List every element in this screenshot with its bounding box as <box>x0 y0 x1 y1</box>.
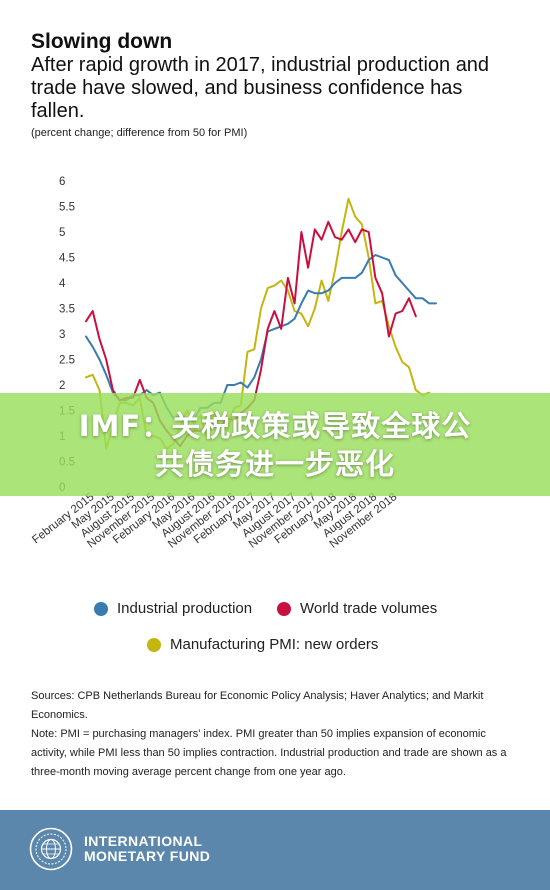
legend-item-manufacturing-pmi: Manufacturing PMI: new orders <box>147 636 378 653</box>
imf-seal-logo <box>29 827 73 871</box>
line-chart: 65.554.543.532.521.510.50February 2015Ma… <box>30 176 437 551</box>
imf-footer: INTERNATIONAL MONETARY FUND <box>0 810 550 890</box>
sources-block: Sources: CPB Netherlands Bureau for Econ… <box>31 687 516 782</box>
y-tick-label: 4.5 <box>59 253 75 265</box>
y-tick-label: 5.5 <box>59 202 75 214</box>
chart-subtitle: After rapid growth in 2017, industrial p… <box>31 54 490 122</box>
units-note: (percent change; difference from 50 for … <box>31 127 248 139</box>
headline-overlay-banner: IMF：关税政策或导致全球公 共债务进一步恶化 <box>0 393 550 496</box>
legend-swatch-world-trade-volumes <box>277 601 291 616</box>
legend-label: Manufacturing PMI: new orders <box>170 636 379 653</box>
note-text: Note: PMI = purchasing managers' index. … <box>31 728 507 778</box>
imf-wordmark: INTERNATIONAL MONETARY FUND <box>84 834 210 864</box>
legend-swatch-manufacturing-pmi <box>147 637 161 652</box>
imf-wordmark-line1: INTERNATIONAL <box>84 833 203 849</box>
legend-swatch-industrial-production <box>94 601 108 616</box>
y-tick-label: 6 <box>59 176 65 188</box>
overlay-headline-line2: 共债务进一步恶化 <box>154 446 395 481</box>
chart-title: Slowing down <box>31 30 173 53</box>
y-tick-label: 3 <box>59 329 65 341</box>
sources-text: Sources: CPB Netherlands Bureau for Econ… <box>31 690 484 721</box>
y-tick-label: 4 <box>59 278 66 290</box>
legend-label: Industrial production <box>117 600 253 617</box>
overlay-headline-line1: IMF：关税政策或导致全球公 <box>78 408 472 443</box>
y-tick-label: 3.5 <box>59 304 75 316</box>
y-tick-label: 2.5 <box>59 355 75 367</box>
y-tick-label: 5 <box>59 227 65 239</box>
y-tick-label: 2 <box>59 380 65 392</box>
legend-item-industrial-production: Industrial production <box>94 600 252 617</box>
legend-label: World trade volumes <box>300 600 438 617</box>
imf-wordmark-line2: MONETARY FUND <box>84 848 211 864</box>
legend-item-world-trade-volumes: World trade volumes <box>277 600 437 617</box>
